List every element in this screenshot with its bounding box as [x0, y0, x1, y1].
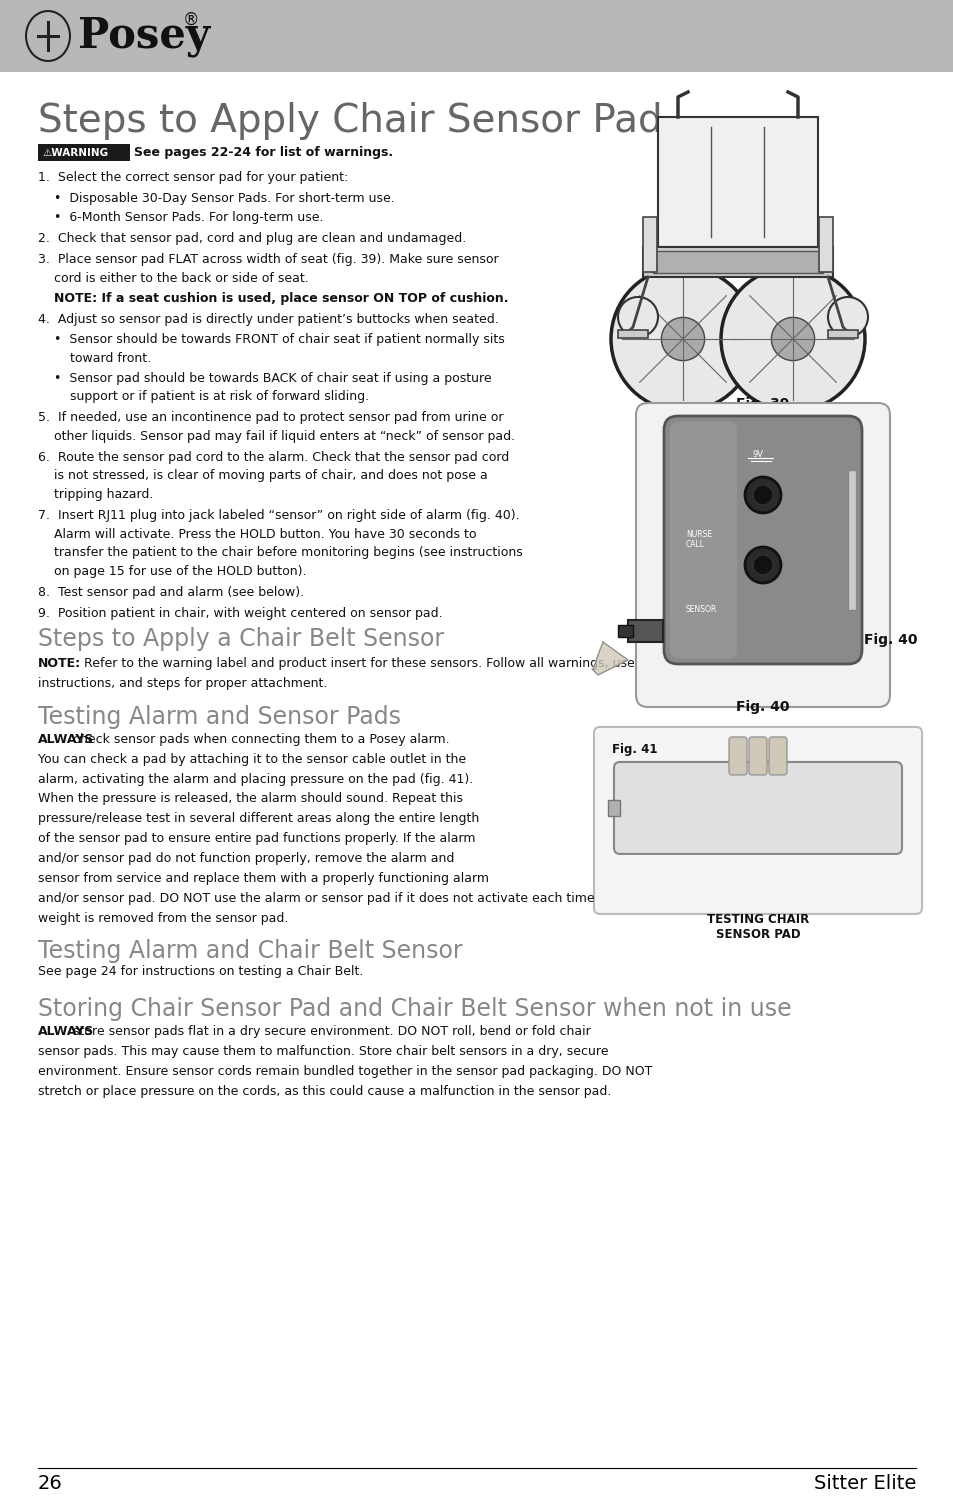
- Text: stretch or place pressure on the cords, as this could cause a malfunction in the: stretch or place pressure on the cords, …: [38, 1084, 611, 1098]
- Text: ⚠WARNING: ⚠WARNING: [42, 147, 108, 158]
- Text: Fig. 41: Fig. 41: [612, 742, 657, 756]
- Text: See page 24 for instructions on testing a Chair Belt.: See page 24 for instructions on testing …: [38, 966, 363, 978]
- Circle shape: [771, 318, 814, 360]
- FancyBboxPatch shape: [663, 416, 862, 664]
- Bar: [818, 217, 832, 272]
- Text: check sensor pads when connecting them to a Posey alarm.: check sensor pads when connecting them t…: [70, 734, 450, 746]
- Text: CALL: CALL: [685, 540, 704, 549]
- Text: 9V: 9V: [752, 450, 763, 459]
- Text: cord is either to the back or side of seat.: cord is either to the back or side of se…: [54, 272, 309, 285]
- Circle shape: [618, 297, 658, 338]
- Text: transfer the patient to the chair before monitoring begins (see instructions: transfer the patient to the chair before…: [54, 546, 522, 560]
- Text: •  6-Month Sensor Pads. For long-term use.: • 6-Month Sensor Pads. For long-term use…: [54, 211, 323, 225]
- Bar: [618, 626, 633, 638]
- Text: pressure/release test in several different areas along the entire length: pressure/release test in several differe…: [38, 813, 478, 825]
- Polygon shape: [593, 642, 627, 675]
- Text: ®: ®: [183, 10, 199, 28]
- Text: TESTING CHAIR
SENSOR PAD: TESTING CHAIR SENSOR PAD: [706, 914, 808, 940]
- Text: 9.  Position patient in chair, with weight centered on sensor pad.: 9. Position patient in chair, with weigh…: [38, 606, 442, 619]
- Bar: [642, 248, 832, 278]
- Circle shape: [752, 555, 772, 574]
- Text: NOTE:: NOTE:: [38, 657, 81, 669]
- Text: instructions, and steps for proper attachment.: instructions, and steps for proper attac…: [38, 676, 327, 690]
- Text: on page 15 for use of the HOLD button).: on page 15 for use of the HOLD button).: [54, 564, 306, 578]
- Text: 26: 26: [38, 1474, 63, 1492]
- Bar: [642, 217, 657, 272]
- FancyBboxPatch shape: [636, 404, 889, 706]
- Text: 2.  Check that sensor pad, cord and plug are clean and undamaged.: 2. Check that sensor pad, cord and plug …: [38, 232, 466, 244]
- Text: 5.  If needed, use an incontinence pad to protect sensor pad from urine or: 5. If needed, use an incontinence pad to…: [38, 411, 503, 424]
- Text: •  Sensor should be towards FRONT of chair seat if patient normally sits: • Sensor should be towards FRONT of chai…: [54, 333, 504, 346]
- FancyBboxPatch shape: [748, 736, 766, 776]
- FancyBboxPatch shape: [728, 736, 746, 776]
- Text: 4.  Adjust so sensor pad is directly under patient’s buttocks when seated.: 4. Adjust so sensor pad is directly unde…: [38, 314, 498, 326]
- Text: of the sensor pad to ensure entire pad functions properly. If the alarm: of the sensor pad to ensure entire pad f…: [38, 833, 475, 844]
- Circle shape: [744, 548, 781, 584]
- FancyBboxPatch shape: [594, 728, 921, 914]
- Text: Testing Alarm and Sensor Pads: Testing Alarm and Sensor Pads: [38, 705, 400, 729]
- Text: 7.  Insert RJ11 plug into jack labeled “sensor” on right side of alarm (fig. 40): 7. Insert RJ11 plug into jack labeled “s…: [38, 509, 519, 522]
- Text: store sensor pads flat in a dry secure environment. DO NOT roll, bend or fold ch: store sensor pads flat in a dry secure e…: [70, 1024, 590, 1038]
- Circle shape: [744, 477, 781, 513]
- Text: weight is removed from the sensor pad.: weight is removed from the sensor pad.: [38, 912, 288, 924]
- Bar: [618, 330, 647, 338]
- Text: Alarm will activate. Press the HOLD button. You have 30 seconds to: Alarm will activate. Press the HOLD butt…: [54, 528, 476, 540]
- Text: Fig. 39: Fig. 39: [736, 398, 789, 411]
- Circle shape: [610, 267, 754, 411]
- Text: See pages 22-24 for list of warnings.: See pages 22-24 for list of warnings.: [133, 146, 393, 159]
- Text: Refer to the warning label and product insert for these sensors. Follow all warn: Refer to the warning label and product i…: [80, 657, 634, 669]
- Circle shape: [827, 297, 867, 338]
- Text: and/or sensor pad. DO NOT use the alarm or sensor pad if it does not activate ea: and/or sensor pad. DO NOT use the alarm …: [38, 891, 594, 904]
- Bar: [38, 144, 130, 160]
- Text: ALWAYS: ALWAYS: [38, 1024, 94, 1038]
- Text: When the pressure is released, the alarm should sound. Repeat this: When the pressure is released, the alarm…: [38, 792, 462, 806]
- Bar: [627, 620, 662, 642]
- Text: Posey: Posey: [78, 15, 210, 57]
- Text: 3.  Place sensor pad FLAT across width of seat (fig. 39). Make sure sensor: 3. Place sensor pad FLAT across width of…: [38, 254, 498, 266]
- FancyBboxPatch shape: [768, 736, 786, 776]
- Text: 1.  Select the correct sensor pad for your patient:: 1. Select the correct sensor pad for you…: [38, 171, 348, 184]
- Text: •  Sensor pad should be towards BACK of chair seat if using a posture: • Sensor pad should be towards BACK of c…: [54, 372, 491, 384]
- Text: •  Disposable 30-Day Sensor Pads. For short-term use.: • Disposable 30-Day Sensor Pads. For sho…: [54, 192, 395, 206]
- Circle shape: [752, 484, 772, 506]
- Text: Steps to Apply a Chair Belt Sensor: Steps to Apply a Chair Belt Sensor: [38, 627, 444, 651]
- Text: ALWAYS: ALWAYS: [38, 734, 94, 746]
- Text: is not stressed, is clear of moving parts of chair, and does not pose a: is not stressed, is clear of moving part…: [54, 470, 487, 483]
- Text: toward front.: toward front.: [70, 351, 151, 364]
- Text: 8.  Test sensor pad and alarm (see below).: 8. Test sensor pad and alarm (see below)…: [38, 585, 304, 598]
- Bar: [652, 251, 822, 273]
- Text: 6.  Route the sensor pad cord to the alarm. Check that the sensor pad cord: 6. Route the sensor pad cord to the alar…: [38, 452, 509, 464]
- Text: NOTE: If a seat cushion is used, place sensor ON TOP of cushion.: NOTE: If a seat cushion is used, place s…: [54, 292, 508, 304]
- Text: SENSOR: SENSOR: [685, 604, 717, 613]
- Bar: [847, 470, 855, 610]
- Text: alarm, activating the alarm and placing pressure on the pad (fig. 41).: alarm, activating the alarm and placing …: [38, 772, 473, 786]
- FancyBboxPatch shape: [614, 762, 901, 853]
- Text: Fig. 40: Fig. 40: [736, 700, 789, 714]
- Text: Steps to Apply Chair Sensor Pad: Steps to Apply Chair Sensor Pad: [38, 102, 662, 140]
- Text: support or if patient is at risk of forward sliding.: support or if patient is at risk of forw…: [70, 390, 369, 404]
- Circle shape: [720, 267, 864, 411]
- Text: Testing Alarm and Chair Belt Sensor: Testing Alarm and Chair Belt Sensor: [38, 939, 462, 963]
- Text: Storing Chair Sensor Pad and Chair Belt Sensor when not in use: Storing Chair Sensor Pad and Chair Belt …: [38, 996, 791, 1020]
- Text: environment. Ensure sensor cords remain bundled together in the sensor pad packa: environment. Ensure sensor cords remain …: [38, 1065, 652, 1078]
- Text: sensor pads. This may cause them to malfunction. Store chair belt sensors in a d: sensor pads. This may cause them to malf…: [38, 1046, 608, 1058]
- Text: You can check a pad by attaching it to the sensor cable outlet in the: You can check a pad by attaching it to t…: [38, 753, 466, 766]
- Text: Fig. 40: Fig. 40: [863, 633, 917, 646]
- Bar: [827, 330, 857, 338]
- Bar: [607, 800, 619, 816]
- Bar: [0, 0, 953, 72]
- Circle shape: [660, 318, 704, 360]
- Text: NURSE: NURSE: [685, 530, 711, 538]
- Text: and/or sensor pad do not function properly, remove the alarm and: and/or sensor pad do not function proper…: [38, 852, 454, 865]
- FancyBboxPatch shape: [669, 422, 737, 658]
- Text: Sitter Elite: Sitter Elite: [813, 1474, 915, 1492]
- Text: sensor from service and replace them with a properly functioning alarm: sensor from service and replace them wit…: [38, 871, 489, 885]
- Bar: [658, 117, 817, 248]
- Text: other liquids. Sensor pad may fail if liquid enters at “neck” of sensor pad.: other liquids. Sensor pad may fail if li…: [54, 430, 515, 442]
- Text: tripping hazard.: tripping hazard.: [54, 488, 153, 501]
